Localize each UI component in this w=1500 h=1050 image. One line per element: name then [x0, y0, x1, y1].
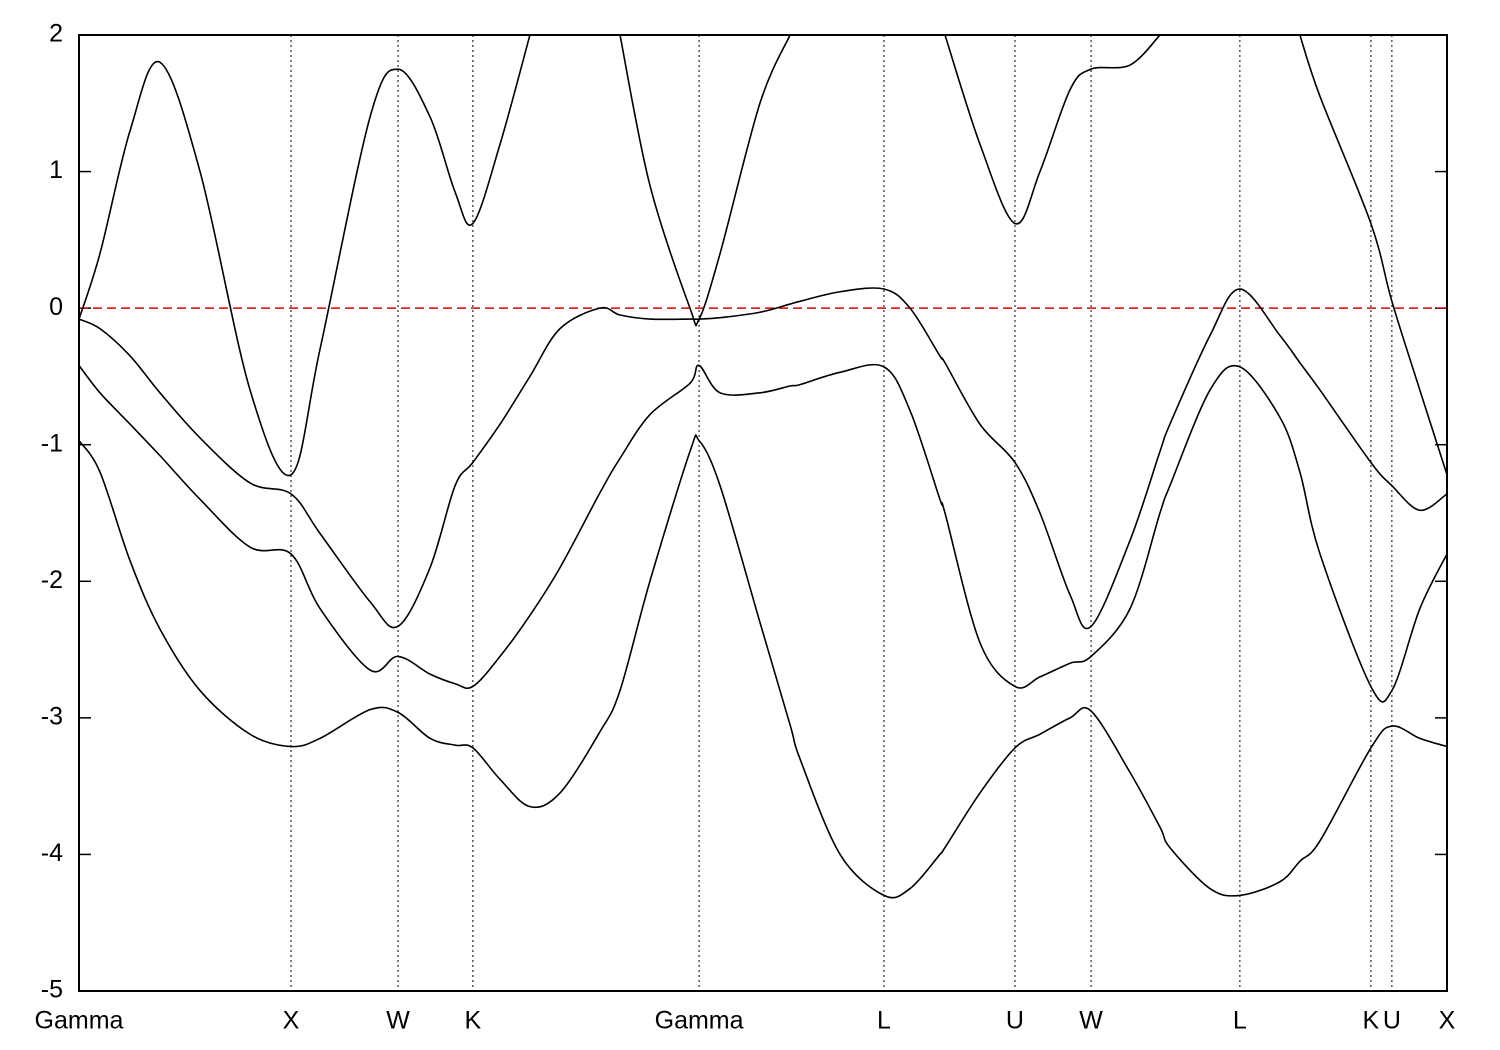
y-tick-label: 2 — [49, 20, 63, 48]
x-tick-label: X — [283, 1007, 300, 1035]
plot-frame — [78, 34, 1448, 992]
band-line — [79, 363, 1447, 703]
y-tick-label: -1 — [41, 429, 63, 457]
x-tick-label: U — [1006, 1007, 1024, 1035]
x-tick-label: K — [465, 1007, 482, 1035]
y-tick-label: -5 — [41, 976, 63, 1004]
x-tick-label: Gamma — [35, 1007, 124, 1035]
y-tick-label: 1 — [49, 156, 63, 184]
x-tick-label: Gamma — [655, 1007, 744, 1035]
x-tick-label: L — [877, 1007, 891, 1035]
y-tick-label: 0 — [49, 293, 63, 321]
band-line — [79, 287, 1447, 630]
band-line — [79, 35, 1447, 477]
y-tick-label: -4 — [41, 839, 63, 867]
x-tick-label: W — [1079, 1007, 1103, 1035]
x-tick-label: K — [1363, 1007, 1380, 1035]
y-tick-label: -3 — [41, 702, 63, 730]
plot-area — [79, 35, 1447, 899]
band-line — [79, 434, 1447, 899]
x-tick-label: L — [1233, 1007, 1247, 1035]
y-tick-label: -2 — [41, 566, 63, 594]
x-tick-label: X — [1439, 1007, 1456, 1035]
x-tick-label: U — [1383, 1007, 1401, 1035]
x-tick-label: W — [386, 1007, 410, 1035]
